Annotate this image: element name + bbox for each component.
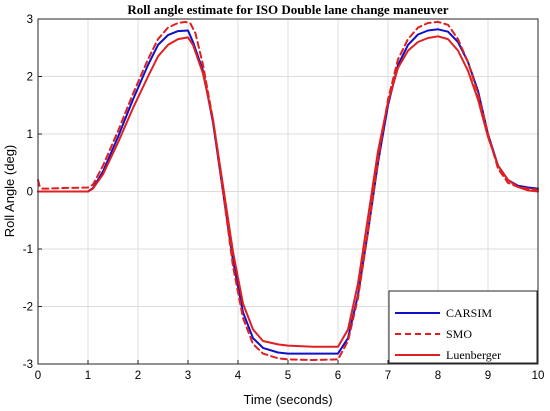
x-tick-label: 7 xyxy=(385,370,391,382)
series-line-luenberger xyxy=(37,35,539,348)
series-line-smo xyxy=(37,20,539,361)
x-tick-label: 8 xyxy=(435,370,441,382)
x-tick-labels: 0 1 2 3 4 5 6 7 8 9 10 xyxy=(35,370,545,382)
y-tick-label: 2 xyxy=(27,72,33,84)
plot-frame xyxy=(37,18,539,365)
y-tick-label: -3 xyxy=(23,359,33,371)
y-tick-label: 1 xyxy=(27,129,33,141)
x-tick-label: 9 xyxy=(485,370,491,382)
y-tick-label: 3 xyxy=(27,14,33,26)
x-tick-label: 10 xyxy=(532,370,545,382)
legend-box xyxy=(388,290,538,364)
series-group xyxy=(37,20,539,361)
x-tick-label: 4 xyxy=(235,370,242,382)
chart-title: Roll angle estimate for ISO Double lane … xyxy=(127,2,448,17)
x-tick-label: 5 xyxy=(285,370,291,382)
legend-items: CARSIM SMO Luenberger xyxy=(395,306,501,362)
y-tick-label: -2 xyxy=(23,302,33,314)
x-tick-label: 2 xyxy=(135,370,141,382)
x-tick-label: 1 xyxy=(85,370,91,382)
x-tick-label: 0 xyxy=(35,370,41,382)
y-tick-labels: 3 2 1 0 -1 -2 -3 xyxy=(23,14,33,371)
legend-label-smo: SMO xyxy=(446,327,472,341)
legend-label-carsim: CARSIM xyxy=(446,306,492,320)
x-tick-label: 3 xyxy=(185,370,191,382)
legend: CARSIM SMO Luenberger xyxy=(388,290,538,364)
legend-label-luenberger: Luenberger xyxy=(446,348,501,362)
y-axis-label: Roll Angle (deg) xyxy=(2,145,17,238)
y-tick-label: -1 xyxy=(23,244,33,256)
y-tick-label: 0 xyxy=(27,187,33,199)
x-tick-label: 6 xyxy=(335,370,341,382)
x-axis-label: Time (seconds) xyxy=(243,392,332,407)
